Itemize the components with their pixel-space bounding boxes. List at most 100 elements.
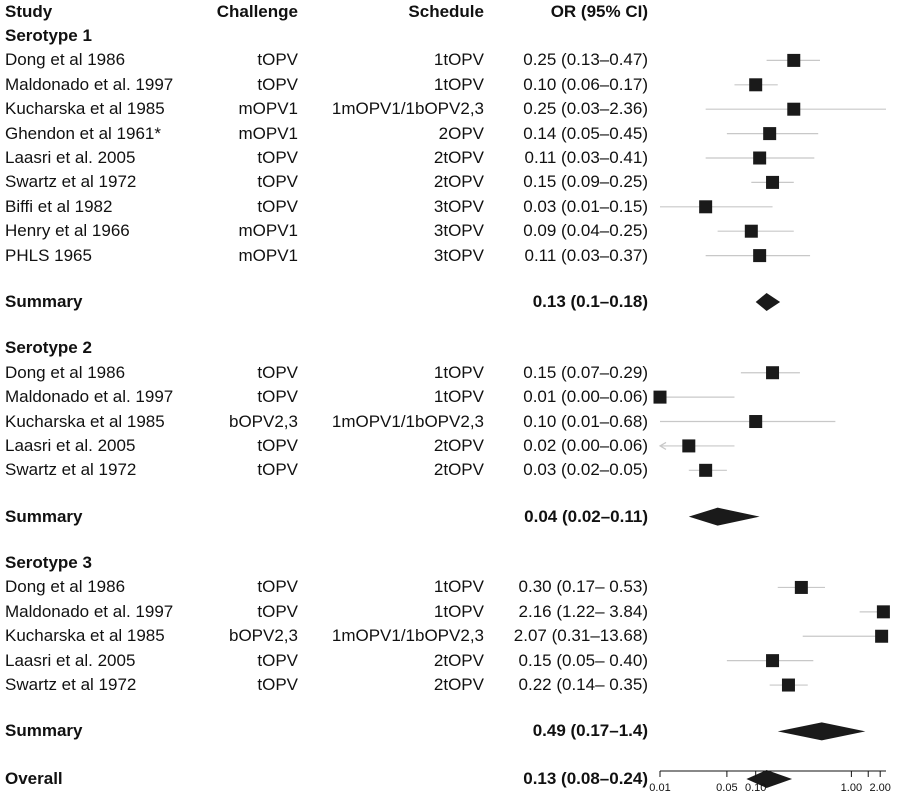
study-challenge: bOPV2,3: [229, 411, 298, 431]
study-name: Laasri et al. 2005: [5, 148, 136, 167]
study-name: Henry et al 1966: [5, 221, 130, 241]
summary-label: Summary: [5, 506, 83, 526]
or-marker: [749, 78, 763, 92]
study-name: Swartz et al 1972: [5, 460, 137, 480]
study-schedule: 1tOPV: [433, 387, 484, 407]
study-or-ci: 0.15 (0.07–0.29): [523, 362, 648, 382]
study-schedule: 1tOPV: [433, 74, 484, 94]
header-study: Study: [5, 2, 53, 21]
or-marker: [766, 175, 780, 189]
summary-diamond: [688, 507, 760, 526]
x-tick-label: 0.10: [745, 782, 766, 794]
study-schedule: 3tOPV: [433, 221, 484, 241]
study-schedule: 3tOPV: [433, 245, 484, 265]
study-name: PHLS 1965: [5, 245, 92, 265]
summary-diamond: [755, 292, 781, 311]
or-marker: [876, 605, 890, 619]
overall-label: Overall: [5, 768, 63, 788]
section-title: Serotype 2: [5, 338, 92, 358]
summary-or-ci: 0.04 (0.02–0.11): [524, 506, 648, 526]
study-challenge: bOPV2,3: [229, 626, 298, 646]
study-name: Kucharska et al 1985: [5, 626, 165, 646]
study-or-ci: 0.10 (0.06–0.17): [523, 74, 648, 94]
or-marker: [749, 415, 763, 429]
summary-diamond: [777, 722, 866, 741]
study-schedule: 1tOPV: [433, 577, 484, 597]
study-challenge: tOPV: [257, 577, 298, 597]
summary-diamond: [746, 769, 793, 788]
study-name: Ghendon et al 1961*: [5, 123, 161, 143]
study-schedule: 1tOPV: [433, 50, 484, 70]
or-marker: [763, 127, 777, 141]
study-or-ci: 0.15 (0.09–0.25): [523, 172, 648, 192]
study-or-ci: 0.11 (0.03–0.37): [524, 245, 649, 265]
study-challenge: tOPV: [257, 172, 298, 192]
or-marker: [766, 366, 780, 380]
x-tick-label: 2.00: [869, 782, 890, 794]
study-name: Maldonado et al. 1997: [5, 74, 174, 94]
study-name: Maldonado et al. 1997: [5, 387, 174, 407]
section-title: Serotype 3: [5, 553, 92, 573]
study-challenge: tOPV: [257, 148, 298, 167]
x-tick-label: 1.00: [841, 782, 862, 794]
study-or-ci: 0.09 (0.04–0.25): [523, 221, 648, 241]
summary-or-ci: 0.13 (0.1–0.18): [532, 291, 648, 311]
study-schedule: 2tOPV: [433, 460, 484, 480]
study-schedule: 1tOPV: [433, 362, 484, 382]
x-tick-label: 0.01: [649, 782, 670, 794]
study-challenge: tOPV: [257, 650, 298, 670]
or-marker: [753, 151, 767, 165]
study-challenge: tOPV: [257, 460, 298, 480]
overall-or-ci: 0.13 (0.08–0.24): [523, 768, 648, 788]
study-name: Biffi et al 1982: [5, 196, 113, 216]
study-name: Swartz et al 1972: [5, 675, 137, 695]
study-schedule: 2tOPV: [433, 675, 484, 695]
study-or-ci: 0.03 (0.01–0.15): [523, 196, 648, 216]
study-challenge: mOPV1: [238, 99, 298, 119]
or-marker: [781, 678, 795, 692]
study-or-ci: 0.02 (0.00–0.06): [523, 435, 648, 455]
study-schedule: 2tOPV: [433, 435, 484, 455]
study-schedule: 2tOPV: [433, 172, 484, 192]
study-or-ci: 0.22 (0.14– 0.35): [518, 675, 648, 695]
study-schedule: 2OPV: [438, 123, 484, 143]
or-marker: [744, 224, 758, 238]
study-schedule: 1tOPV: [433, 601, 484, 621]
or-marker: [699, 463, 713, 477]
study-or-ci: 0.14 (0.05–0.45): [523, 123, 648, 143]
study-or-ci: 0.01 (0.00–0.06): [523, 387, 648, 407]
ci-arrow: [658, 441, 667, 450]
or-marker: [766, 654, 780, 668]
study-or-ci: 0.11 (0.03–0.41): [524, 148, 649, 167]
summary-label: Summary: [5, 291, 83, 311]
study-schedule: 3tOPV: [433, 196, 484, 216]
study-schedule: 1mOPV1/1bOPV2,3: [331, 626, 484, 646]
study-challenge: mOPV1: [238, 221, 298, 241]
study-schedule: 2tOPV: [433, 148, 484, 167]
study-or-ci: 0.03 (0.02–0.05): [523, 460, 648, 480]
or-marker: [699, 200, 713, 214]
study-challenge: tOPV: [257, 50, 298, 70]
study-challenge: mOPV1: [238, 245, 298, 265]
study-or-ci: 0.30 (0.17– 0.53): [518, 577, 648, 597]
x-tick-label: 0.05: [716, 782, 737, 794]
or-marker: [787, 102, 801, 116]
study-schedule: 2tOPV: [433, 650, 484, 670]
header-schedule: Schedule: [408, 2, 484, 21]
study-name: Kucharska et al 1985: [5, 411, 165, 431]
header-challenge: Challenge: [216, 2, 298, 21]
study-or-ci: 0.25 (0.03–2.36): [523, 99, 648, 119]
study-name: Kucharska et al 1985: [5, 99, 165, 119]
study-challenge: tOPV: [257, 362, 298, 382]
study-or-ci: 2.16 (1.22– 3.84): [518, 601, 648, 621]
or-marker: [794, 580, 808, 594]
study-challenge: tOPV: [257, 74, 298, 94]
header-or-ci: OR (95% CI): [550, 2, 648, 21]
or-marker: [787, 53, 801, 67]
study-or-ci: 0.15 (0.05– 0.40): [518, 650, 648, 670]
section-title: Serotype 1: [5, 26, 92, 45]
study-name: Laasri et al. 2005: [5, 435, 136, 455]
or-marker: [682, 439, 696, 453]
study-challenge: tOPV: [257, 601, 298, 621]
